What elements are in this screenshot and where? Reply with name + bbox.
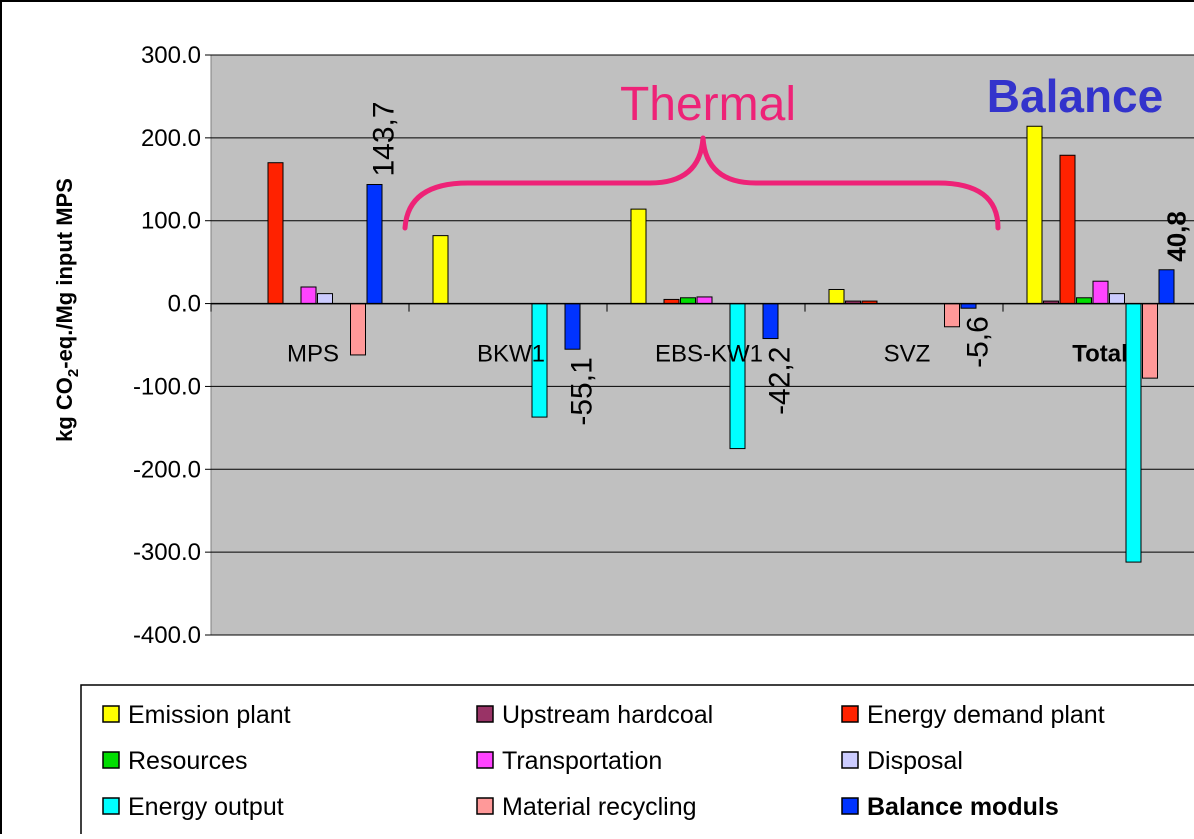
bar-value-label: 143,7 [367, 101, 400, 176]
y-tick-label: 200.0 [141, 125, 201, 152]
bar-value-label: -55,1 [565, 357, 598, 425]
legend: Emission plant Upstream hardcoal Energy de… [102, 701, 1105, 821]
bar [1142, 303, 1158, 379]
category-label: EBS-KW1 [655, 341, 763, 368]
bar [762, 303, 779, 340]
legend-label: Energy demand plant [867, 701, 1105, 729]
legend-swatch [476, 705, 494, 723]
bar [300, 286, 317, 305]
bar [1026, 125, 1043, 305]
y-axis-title-post: -eq./Mg input MPS [52, 178, 77, 369]
y-axis-title: kg CO2-eq./Mg input MPS [52, 178, 82, 442]
y-tick-label: 100.0 [141, 208, 201, 235]
y-tick-label: 0.0 [168, 291, 201, 318]
category-label: BKW1 [477, 341, 545, 368]
bar [696, 296, 713, 305]
bars [267, 125, 1175, 563]
legend-swatch [102, 797, 120, 815]
balance-annotation: Balance [987, 70, 1163, 122]
legend-swatch [476, 751, 494, 769]
bar-value-label: -42,2 [763, 347, 796, 415]
legend-label: Upstream hardcoal [502, 701, 713, 729]
legend-swatch [476, 797, 494, 815]
thermal-brace [402, 135, 1001, 231]
x-axis [210, 302, 1194, 312]
thermal-annotation: Thermal [620, 78, 796, 131]
bar [680, 297, 696, 305]
bar [1076, 297, 1092, 305]
bar [828, 288, 845, 305]
legend-label: Disposal [867, 747, 963, 775]
y-axis-title-sub: 2 [65, 369, 82, 377]
bar [729, 303, 746, 450]
category-label: SVZ [884, 341, 931, 368]
y-axis-title-pre: kg CO [52, 377, 77, 442]
legend-label: Resources [128, 747, 248, 775]
bar [1158, 269, 1175, 305]
y-tick-label: -200.0 [133, 456, 201, 483]
y-tick-label: -400.0 [133, 622, 201, 649]
bar [564, 303, 581, 350]
bar [1109, 293, 1125, 305]
bar [944, 303, 960, 328]
legend-box [80, 684, 1194, 836]
legend-label: Transportation [502, 747, 662, 775]
legend-swatch [841, 751, 859, 769]
legend-label: Material recycling [502, 793, 697, 821]
bar-value-label: -5,6 [961, 316, 994, 368]
bar [1059, 154, 1076, 305]
legend-swatch [841, 705, 859, 723]
bar [267, 162, 284, 305]
legend-swatch [102, 705, 120, 723]
bar-value-labels: 143,7 -55,1 -42,2 -5,6 40,8 [367, 101, 1191, 425]
bar [432, 235, 449, 305]
legend-swatch [841, 797, 859, 815]
bar [1125, 303, 1142, 563]
bar-value-label: 40,8 [1161, 211, 1191, 262]
y-tick-label: -300.0 [133, 539, 201, 566]
category-label: MPS [287, 341, 339, 368]
legend-label: Balance moduls [867, 793, 1059, 821]
legend-label: Energy output [128, 793, 284, 821]
bar [1092, 280, 1109, 305]
category-labels: MPS BKW1 EBS-KW1 SVZ Total [287, 341, 1128, 368]
bar [366, 184, 383, 305]
legend-label: Emission plant [128, 701, 291, 729]
bar [350, 303, 366, 356]
y-tick-label: 300.0 [141, 42, 201, 69]
category-label: Total [1072, 341, 1128, 368]
y-tick-label: -100.0 [133, 373, 201, 400]
bar [630, 208, 647, 305]
bar [317, 293, 333, 305]
legend-swatch [102, 751, 120, 769]
y-axis-ticks: 300.0 200.0 100.0 0.0 -100.0 -200.0 -300.0 -400… [133, 42, 211, 649]
